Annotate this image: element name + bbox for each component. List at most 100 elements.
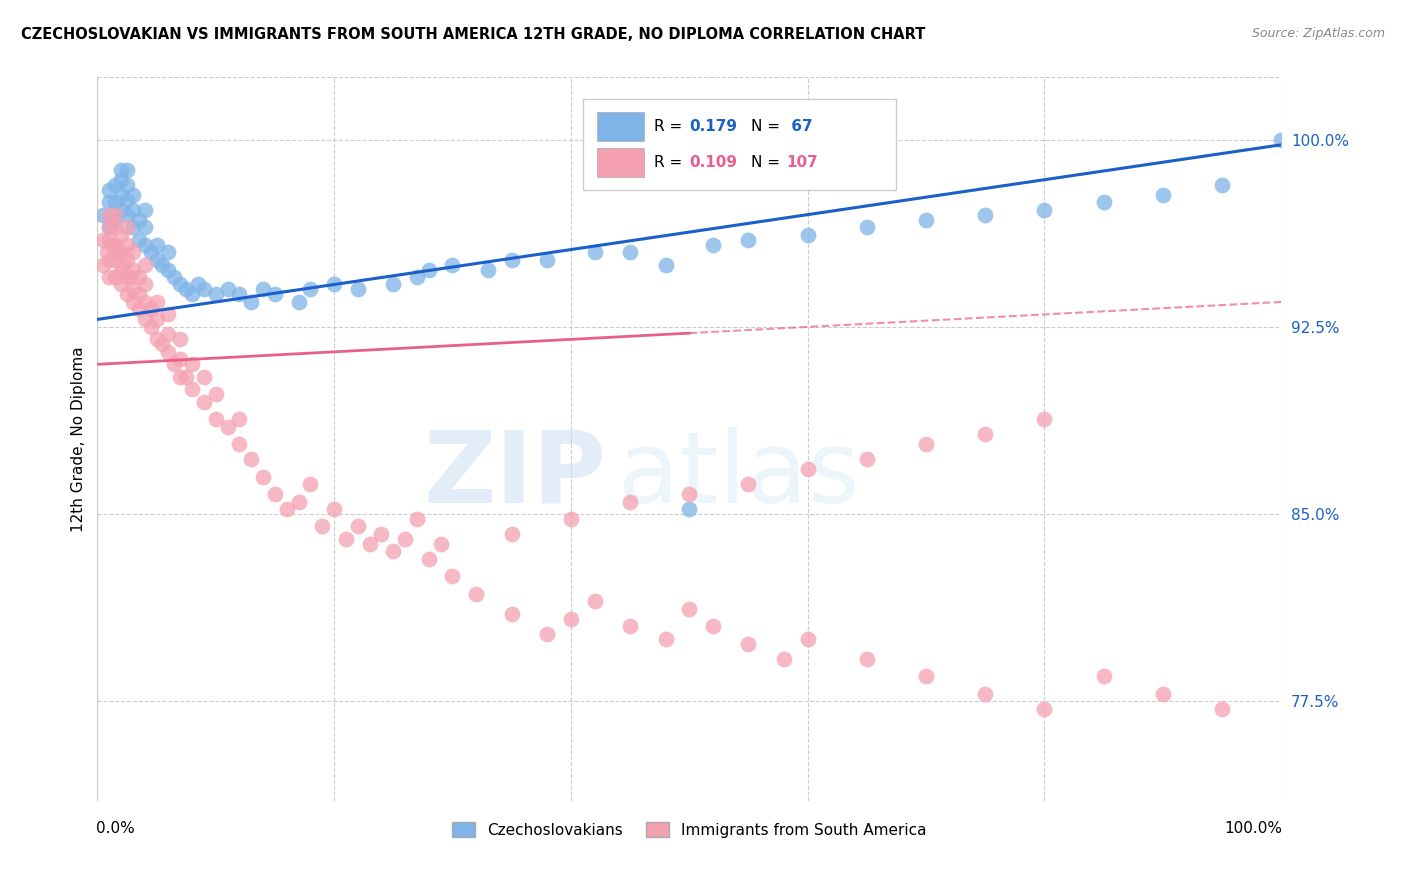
Point	[98, 195, 121, 210]
Point	[98, 208, 121, 222]
Point	[121, 220, 143, 235]
Text: N =: N =	[751, 155, 785, 170]
Point	[152, 337, 174, 351]
Point	[163, 357, 186, 371]
Point	[204, 412, 226, 426]
Point	[107, 245, 129, 260]
Point	[169, 352, 191, 367]
Point	[100, 237, 122, 252]
Point	[287, 494, 309, 508]
Point	[406, 512, 429, 526]
Point	[115, 178, 138, 192]
Point	[465, 587, 488, 601]
Point	[157, 344, 180, 359]
Point	[1033, 701, 1056, 715]
Point	[654, 258, 676, 272]
Point	[121, 202, 143, 217]
Point	[228, 287, 250, 301]
Point	[174, 369, 197, 384]
Point	[560, 512, 582, 526]
Point	[104, 212, 127, 227]
Point	[181, 287, 204, 301]
Point	[115, 162, 138, 177]
Point	[287, 295, 309, 310]
Point	[163, 270, 186, 285]
Point	[382, 277, 405, 292]
Point	[441, 569, 464, 583]
Point	[128, 302, 150, 317]
Point	[619, 619, 641, 633]
Point	[115, 220, 138, 235]
Point	[501, 527, 523, 541]
Point	[702, 237, 724, 252]
Point	[139, 302, 162, 317]
Point	[157, 245, 180, 260]
Point	[134, 202, 156, 217]
Point	[91, 208, 114, 222]
Point	[1092, 195, 1115, 210]
Point	[110, 172, 132, 186]
Point	[169, 332, 191, 346]
Point	[128, 287, 150, 301]
Point	[134, 220, 156, 235]
Point	[91, 233, 114, 247]
Point	[128, 270, 150, 285]
Point	[974, 208, 997, 222]
Point	[264, 487, 287, 501]
Point	[1092, 669, 1115, 683]
Point	[104, 208, 127, 222]
Point	[619, 245, 641, 260]
Point	[98, 233, 121, 247]
Point	[217, 419, 239, 434]
FancyBboxPatch shape	[598, 112, 644, 141]
Point	[104, 220, 127, 235]
Point	[157, 327, 180, 342]
Point	[145, 332, 167, 346]
Point	[855, 651, 877, 665]
Point	[204, 387, 226, 401]
Point	[796, 632, 818, 646]
Point	[121, 262, 143, 277]
Point	[560, 612, 582, 626]
Point	[323, 502, 346, 516]
Point	[145, 252, 167, 267]
Point	[169, 277, 191, 292]
Point	[654, 632, 676, 646]
Point	[104, 252, 127, 267]
Point	[276, 502, 298, 516]
Point	[152, 258, 174, 272]
Legend: Czechoslovakians, Immigrants from South America: Czechoslovakians, Immigrants from South …	[446, 816, 932, 844]
Point	[773, 651, 796, 665]
Point	[193, 394, 215, 409]
Point	[915, 212, 938, 227]
Point	[1211, 178, 1233, 192]
Point	[299, 283, 322, 297]
Point	[112, 258, 135, 272]
Point	[91, 258, 114, 272]
Text: 0.179: 0.179	[689, 120, 737, 134]
Point	[139, 319, 162, 334]
Point	[145, 295, 167, 310]
Point	[311, 519, 333, 533]
Point	[382, 544, 405, 558]
Point	[134, 277, 156, 292]
Point	[110, 227, 132, 242]
Text: 107: 107	[786, 155, 818, 170]
Point	[128, 212, 150, 227]
Point	[619, 494, 641, 508]
Y-axis label: 12th Grade, No Diploma: 12th Grade, No Diploma	[72, 346, 86, 532]
Point	[441, 258, 464, 272]
Point	[181, 382, 204, 396]
Point	[134, 295, 156, 310]
Point	[121, 245, 143, 260]
Point	[240, 295, 263, 310]
Point	[110, 277, 132, 292]
Point	[104, 195, 127, 210]
Point	[115, 287, 138, 301]
Point	[115, 208, 138, 222]
Point	[1152, 687, 1174, 701]
Point	[346, 283, 368, 297]
Point	[139, 245, 162, 260]
Point	[98, 183, 121, 197]
Point	[98, 270, 121, 285]
